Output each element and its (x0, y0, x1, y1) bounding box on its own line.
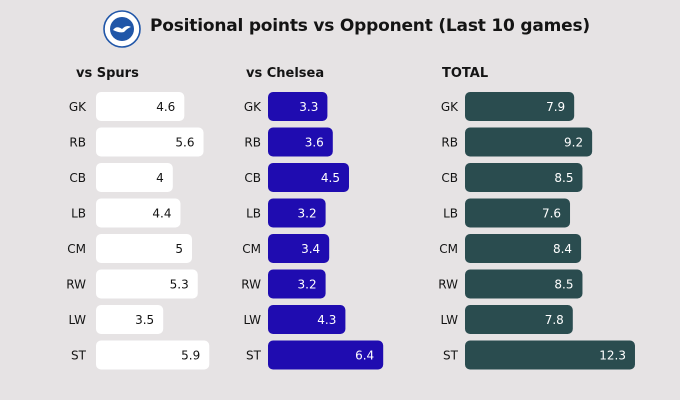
data-label: 3.6 (305, 136, 324, 150)
category-label: ST (71, 349, 87, 363)
data-label: 5 (175, 242, 183, 256)
data-label: 12.3 (599, 349, 626, 363)
data-label: 4.6 (156, 100, 175, 114)
category-label: CM (242, 242, 261, 256)
category-label: ST (246, 349, 262, 363)
category-label: RW (241, 278, 261, 292)
bar (96, 305, 164, 334)
chart-panel-3: TOTAL GK 7.9 RB 9.2 CB 8.5 LB 7.6 CM 8.4 RW 8.5 LW 7.8… (438, 66, 635, 370)
data-label: 7.6 (542, 207, 561, 221)
data-label: 3.5 (135, 313, 154, 327)
bar (465, 163, 583, 192)
bar (268, 305, 346, 334)
data-label: 5.9 (181, 349, 200, 363)
category-label: CB (244, 171, 261, 185)
bar (268, 127, 333, 157)
bar (465, 269, 583, 299)
data-label: 4.3 (317, 313, 336, 327)
bar (268, 163, 349, 192)
data-label: 8.5 (554, 171, 573, 185)
category-label: LW (244, 313, 262, 327)
category-label: RW (66, 278, 86, 292)
chart-panel-1: vs Spurs GK 4.6 RB 5.6 CB 4 LB 4.4 CM 5 RW 5.3 LW 3.5 S… (66, 66, 210, 370)
bar (465, 234, 582, 263)
bar (268, 92, 328, 121)
category-label: GK (244, 100, 262, 114)
data-label: 3.4 (301, 242, 320, 256)
category-label: GK (441, 100, 459, 114)
panel-title: vs Spurs (76, 66, 139, 81)
page-title: Positional points vs Opponent (Last 10 g… (150, 16, 590, 36)
data-label: 3.3 (299, 100, 318, 114)
data-label: 8.5 (554, 278, 573, 292)
panel-title: TOTAL (442, 66, 488, 81)
data-label: 3.2 (298, 207, 317, 221)
bar (465, 340, 635, 370)
bar (96, 198, 181, 228)
bar (96, 234, 192, 263)
data-label: 7.9 (546, 100, 565, 114)
data-label: 3.2 (298, 278, 317, 292)
category-label: ST (443, 349, 459, 363)
category-label: RW (438, 278, 458, 292)
bar (268, 198, 326, 228)
data-label: 5.3 (170, 278, 189, 292)
category-label: RB (244, 136, 261, 150)
bar (268, 234, 330, 263)
bar (465, 127, 593, 157)
data-label: 4.5 (321, 171, 340, 185)
category-label: CB (69, 171, 86, 185)
bar (465, 198, 571, 228)
category-label: CB (441, 171, 458, 185)
data-label: 9.2 (564, 136, 583, 150)
data-label: 7.8 (545, 313, 564, 327)
category-label: CM (67, 242, 86, 256)
bar (96, 127, 204, 157)
chart-panel-2: vs Chelsea GK 3.3 RB 3.6 CB 4.5 LB 3.2 CM 3.4 RW 3.2… (241, 66, 384, 370)
category-label: RB (441, 136, 458, 150)
category-label: LW (441, 313, 459, 327)
category-label: GK (69, 100, 87, 114)
data-label: 4 (156, 171, 164, 185)
data-label: 6.4 (355, 349, 374, 363)
data-label: 8.4 (553, 242, 572, 256)
bar (465, 92, 575, 121)
bar (268, 340, 384, 370)
category-label: CM (439, 242, 458, 256)
bar (465, 305, 573, 334)
bar (96, 340, 210, 370)
category-label: LB (246, 207, 261, 221)
bar (96, 269, 198, 299)
bar (96, 163, 173, 192)
category-label: LW (69, 313, 87, 327)
bar (268, 269, 326, 299)
panel-title: vs Chelsea (246, 66, 324, 81)
data-label: 4.4 (152, 207, 171, 221)
brighton-crest-logo (103, 10, 141, 48)
data-label: 5.6 (175, 136, 194, 150)
category-label: LB (71, 207, 86, 221)
category-label: RB (69, 136, 86, 150)
category-label: LB (443, 207, 458, 221)
bar (96, 92, 185, 121)
